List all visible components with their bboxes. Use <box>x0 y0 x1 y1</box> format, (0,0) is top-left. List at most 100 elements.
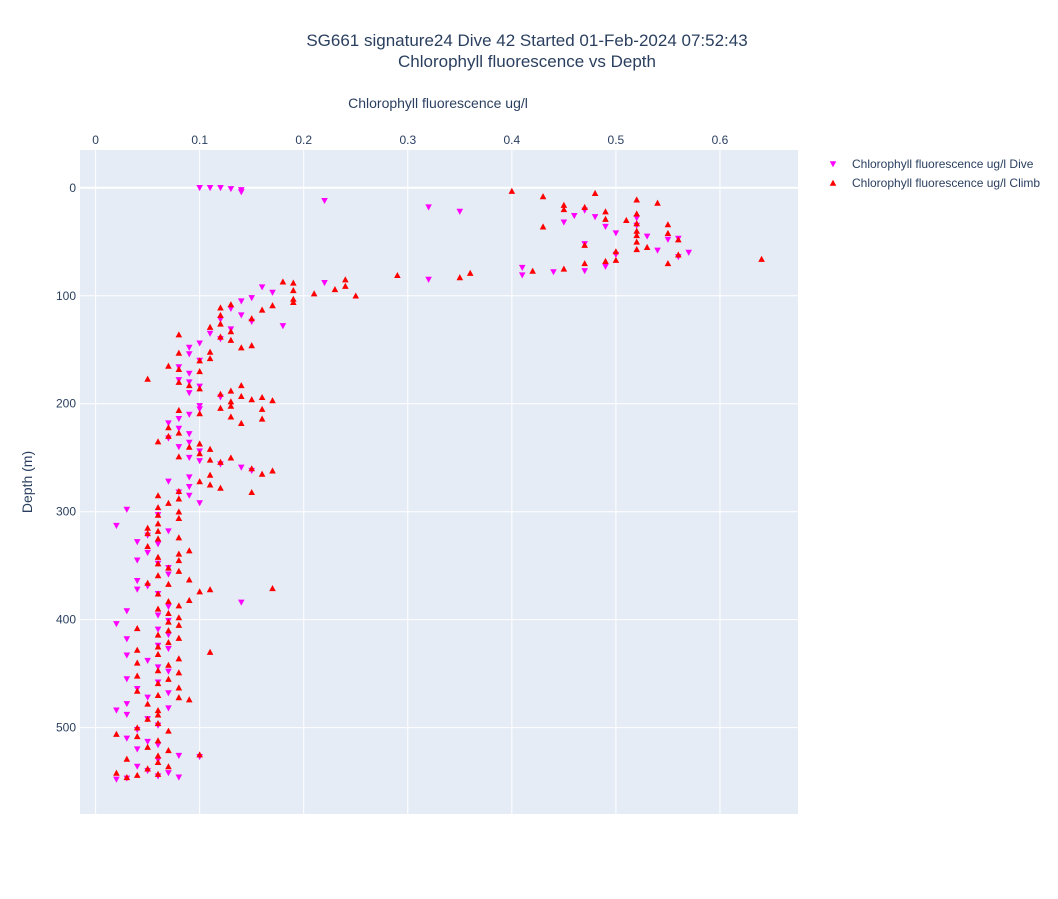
climb-marker <box>123 773 131 781</box>
climb-marker <box>165 661 172 668</box>
climb-marker <box>206 456 214 463</box>
climb-marker <box>165 763 172 770</box>
climb-marker <box>508 187 516 194</box>
dive-marker <box>185 390 193 397</box>
climb-marker <box>165 746 172 754</box>
climb-marker <box>133 659 141 666</box>
climb-marker <box>175 495 183 502</box>
dive-marker <box>144 694 151 701</box>
y-tick-label: 100 <box>56 289 76 303</box>
climb-marker <box>133 646 141 653</box>
dive-marker <box>133 577 141 585</box>
climb-marker <box>675 251 682 258</box>
dive-marker <box>123 676 131 683</box>
dive-marker <box>560 219 568 226</box>
dive-marker <box>196 406 203 413</box>
climb-marker <box>227 336 235 343</box>
climb-marker <box>175 655 183 662</box>
climb-marker <box>612 248 620 255</box>
dive-marker <box>269 289 276 296</box>
dive-marker <box>185 474 193 481</box>
climb-marker <box>217 404 224 411</box>
climb-marker <box>217 390 224 397</box>
climb-marker <box>581 203 588 211</box>
climb-marker <box>196 385 203 392</box>
legend-item-dive[interactable]: Chlorophyll fluorescence ug/l Dive <box>829 157 1034 171</box>
climb-marker <box>185 596 193 604</box>
x-tick-label: 0.2 <box>295 133 312 147</box>
climb-marker <box>144 715 151 722</box>
climb-marker <box>217 333 224 340</box>
x-axis-title: Chlorophyll fluorescence ug/l <box>348 95 528 111</box>
dive-marker <box>217 184 224 192</box>
climb-marker <box>165 424 172 431</box>
climb-marker <box>227 328 235 335</box>
climb-marker <box>154 758 162 765</box>
climb-marker <box>560 201 568 208</box>
dive-marker <box>185 344 193 351</box>
climb-marker <box>560 206 568 213</box>
dive-marker <box>113 522 120 530</box>
dive-marker <box>321 197 328 205</box>
dive-marker <box>165 770 172 777</box>
climb-marker <box>154 535 162 542</box>
climb-marker <box>206 355 214 362</box>
climb-marker <box>269 467 276 474</box>
climb-marker <box>175 567 183 574</box>
dive-marker <box>113 776 120 783</box>
climb-marker <box>664 260 672 267</box>
dive-marker <box>612 230 620 237</box>
climb-marker <box>175 508 183 515</box>
dive-marker <box>518 272 526 279</box>
climb-marker <box>269 585 276 592</box>
climb-marker <box>217 458 224 465</box>
dive-marker <box>550 269 557 276</box>
climb-marker <box>217 311 224 318</box>
climb-marker <box>144 542 151 550</box>
dive-marker <box>165 705 172 712</box>
chart-title: SG661 signature24 Dive 42 Started 01-Feb… <box>306 31 747 71</box>
climb-marker <box>154 492 162 499</box>
dive-marker <box>227 305 235 313</box>
dive-marker <box>144 549 151 557</box>
dive-marker <box>123 608 131 615</box>
climb-marker <box>144 524 151 531</box>
dive-marker <box>165 528 172 535</box>
climb-marker <box>175 453 183 460</box>
climb-marker <box>144 375 151 382</box>
dive-marker <box>133 746 141 753</box>
climb-marker <box>654 199 661 206</box>
climb-marker <box>154 707 162 714</box>
x-tick-label: 0.5 <box>608 133 625 147</box>
dive-marker <box>581 268 588 275</box>
dive-marker <box>196 403 203 410</box>
climb-marker <box>227 387 235 394</box>
climb-marker <box>675 236 682 243</box>
climb-marker <box>154 770 162 777</box>
x-tick-label: 0 <box>92 133 99 147</box>
climb-marker <box>175 621 183 628</box>
climb-marker <box>133 687 141 694</box>
dive-marker <box>217 316 224 323</box>
climb-marker <box>258 405 266 412</box>
dive-marker <box>154 626 162 633</box>
dive-marker <box>279 323 287 330</box>
legend-item-climb[interactable]: Chlorophyll fluorescence ug/l Climb <box>829 176 1041 190</box>
climb-marker <box>269 397 276 404</box>
climb-marker <box>175 614 183 621</box>
y-axis-title: Depth (m) <box>19 451 35 513</box>
climb-marker <box>165 432 172 439</box>
plot-area <box>80 150 798 814</box>
y-axis-ticks: 0 100 200 300 400 500 <box>56 181 76 735</box>
climb-marker <box>196 440 203 447</box>
legend[interactable]: Chlorophyll fluorescence ug/l Dive Chloro… <box>829 157 1041 190</box>
dive-marker <box>123 506 131 513</box>
dive-marker <box>196 340 203 347</box>
climb-marker <box>175 669 183 676</box>
dive-marker <box>196 500 203 507</box>
y-tick-label: 300 <box>56 505 76 519</box>
climb-marker <box>175 694 183 701</box>
climb-marker <box>175 331 183 338</box>
climb-marker <box>196 410 203 417</box>
